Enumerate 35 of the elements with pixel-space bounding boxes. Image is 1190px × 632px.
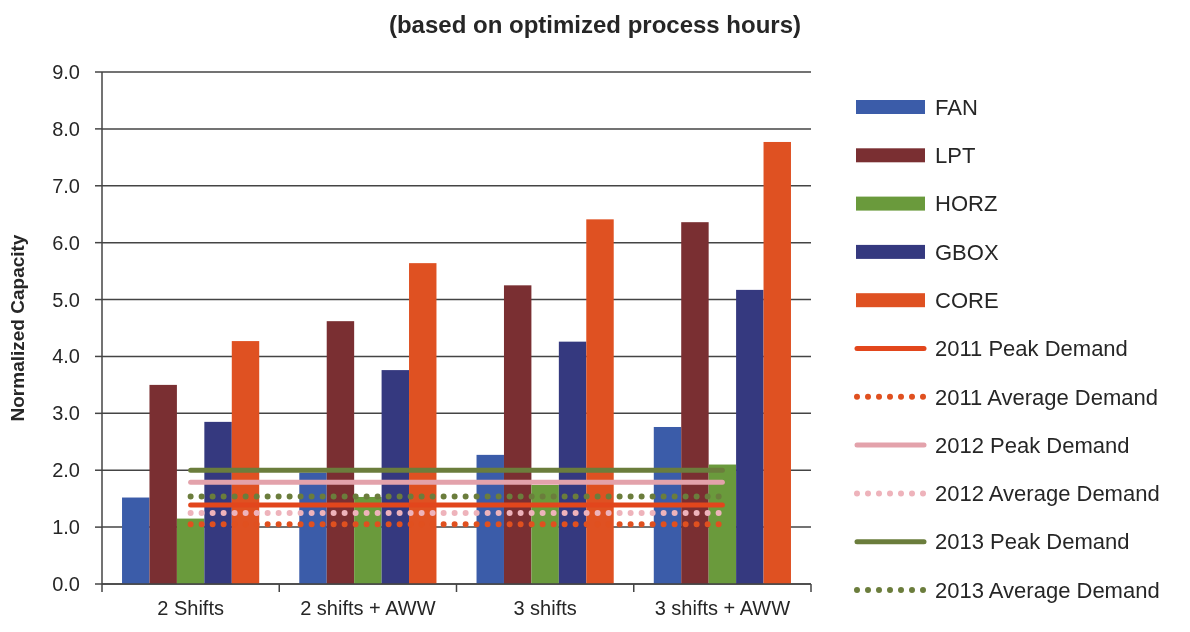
y-tick-label: 0.0: [52, 573, 80, 595]
legend-label: 2012 Peak Demand: [935, 432, 1130, 458]
y-tick-label: 6.0: [52, 231, 80, 254]
legend-label: CORE: [935, 287, 999, 313]
legend-label: 2013 Peak Demand: [935, 529, 1130, 555]
y-tick-label: 1.0: [52, 516, 80, 539]
x-tick-label: 2 Shifts: [157, 597, 224, 619]
bar: [122, 497, 150, 584]
y-tick-label: 3.0: [52, 402, 80, 425]
bar: [763, 141, 791, 584]
y-tick-label: 9.0: [52, 61, 80, 83]
x-tick-label: 3 shifts: [513, 597, 577, 619]
legend-label: GBOX: [935, 239, 999, 265]
legend-label: 2013 Average Demand: [935, 577, 1160, 603]
legend-label: 2011 Peak Demand: [935, 336, 1128, 362]
y-tick-label: 2.0: [52, 459, 80, 482]
bar: [176, 518, 205, 584]
bar: [736, 289, 764, 584]
y-tick-label: 5.0: [52, 288, 80, 311]
y-tick-label: 4.0: [52, 345, 80, 368]
bar: [681, 222, 709, 584]
x-tick-label: 3 shifts + AWW: [654, 597, 791, 619]
chart-title: (based on optimized process hours): [388, 11, 802, 38]
y-tick-label: 7.0: [52, 174, 80, 197]
x-tick-label: 2 shifts + AWW: [300, 597, 436, 619]
legend-label: 2011 Average Demand: [935, 384, 1159, 410]
legend-label: 2012 Average Demand: [935, 481, 1160, 507]
legend-label: FAN: [935, 94, 978, 120]
bar: [326, 321, 355, 584]
bar: [503, 285, 532, 584]
legend-label: HORZ: [935, 191, 998, 217]
bar: [149, 384, 177, 584]
y-tick-label: 8.0: [52, 117, 80, 140]
y-axis-title: Normalized Capacity: [7, 234, 28, 422]
legend-label: LPT: [935, 143, 976, 168]
